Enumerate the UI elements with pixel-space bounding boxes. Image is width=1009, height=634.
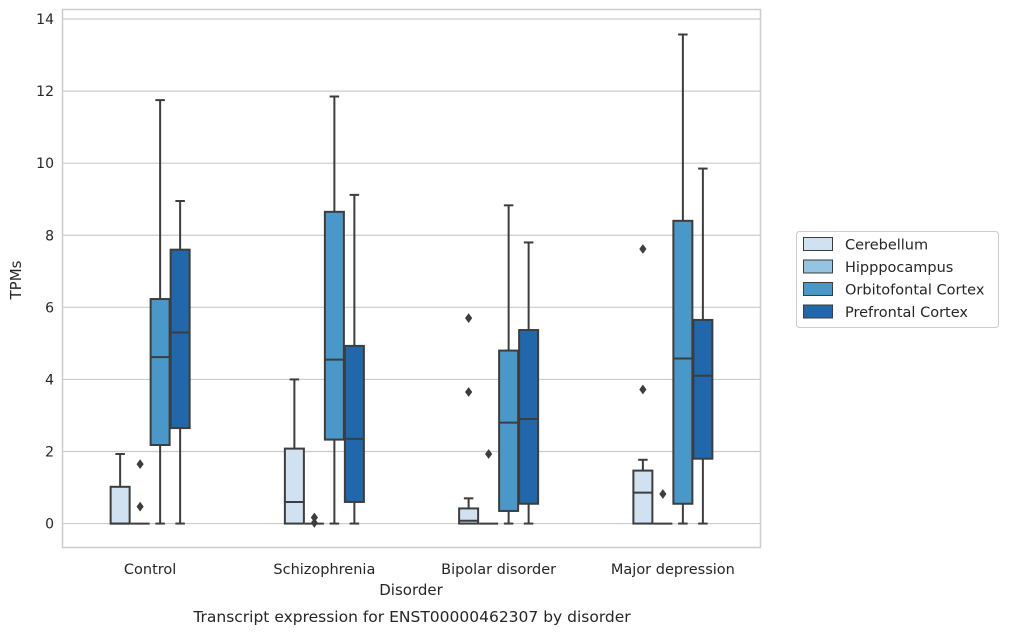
box-body bbox=[692, 318, 714, 460]
y-tick-label: 2 bbox=[45, 444, 54, 460]
y-tick-label: 12 bbox=[36, 84, 54, 100]
chart-caption: Transcript expression for ENST0000046230… bbox=[192, 608, 631, 626]
outlier-point bbox=[310, 517, 318, 528]
box-plot bbox=[458, 313, 480, 525]
box-body bbox=[498, 349, 520, 512]
legend-swatch bbox=[803, 237, 833, 251]
outlier-point bbox=[639, 244, 647, 254]
box-plot bbox=[692, 167, 714, 525]
box-plot bbox=[672, 33, 694, 525]
y-tick-label: 14 bbox=[36, 12, 54, 28]
x-tick-label: Major depression bbox=[611, 562, 735, 578]
box-body bbox=[323, 210, 345, 441]
box-plot bbox=[498, 204, 520, 525]
x-tick-label: Control bbox=[124, 562, 176, 578]
box-plot bbox=[130, 459, 150, 525]
box-plot bbox=[109, 453, 131, 525]
y-tick-label: 6 bbox=[45, 300, 54, 316]
legend-frame bbox=[796, 231, 999, 328]
box-body bbox=[169, 248, 191, 430]
legend-label: Hipppocampus bbox=[845, 260, 953, 276]
legend-swatch bbox=[803, 259, 833, 274]
outlier-point bbox=[310, 512, 318, 523]
box-plot bbox=[343, 193, 365, 525]
box-body bbox=[109, 485, 131, 525]
box-plot bbox=[479, 449, 499, 525]
legend-swatch bbox=[803, 282, 833, 296]
plot-frame bbox=[61, 8, 762, 549]
box-body bbox=[283, 447, 305, 525]
x-tick-labels: Control Schizophrenia Bipolar disorder Majo… bbox=[124, 562, 735, 578]
y-tick-label: 8 bbox=[45, 228, 54, 244]
legend-swatch bbox=[803, 304, 833, 319]
outlier-point bbox=[136, 459, 144, 469]
box-body bbox=[518, 329, 540, 505]
box-body bbox=[632, 469, 654, 525]
outlier-point bbox=[639, 384, 647, 395]
box-body bbox=[343, 344, 365, 503]
x-axis-label: Disorder bbox=[379, 581, 443, 599]
legend-label: Orbitofontal Cortex bbox=[845, 283, 985, 299]
outlier-point bbox=[485, 449, 493, 459]
box-plot bbox=[169, 200, 191, 525]
outlier-point bbox=[659, 489, 667, 499]
box-plot bbox=[518, 241, 540, 525]
legend: Cerebellum Hipppocampus Orbitofontal Corte… bbox=[796, 231, 999, 328]
y-tick-label: 0 bbox=[45, 517, 54, 533]
box-body bbox=[672, 219, 694, 505]
outlier-point bbox=[136, 501, 144, 512]
y-axis-label: TPMs bbox=[7, 260, 25, 300]
box-plot bbox=[283, 378, 305, 525]
y-tick-label: 4 bbox=[45, 372, 54, 388]
box-plot bbox=[632, 244, 654, 525]
box-plot bbox=[323, 95, 345, 525]
box-plot-series bbox=[109, 33, 714, 528]
x-tick-label: Bipolar disorder bbox=[441, 562, 556, 578]
grid-lines bbox=[63, 18, 760, 525]
legend-label: Prefrontal Cortex bbox=[845, 305, 968, 321]
y-tick-labels: 0 2 4 6 8 10 12 14 bbox=[36, 12, 54, 533]
outlier-point bbox=[465, 313, 473, 324]
box-plot bbox=[304, 512, 324, 528]
box-body bbox=[149, 298, 171, 447]
y-tick-label: 10 bbox=[36, 156, 54, 172]
x-tick-label: Schizophrenia bbox=[273, 562, 375, 578]
legend-label: Cerebellum bbox=[845, 238, 928, 254]
box-plot bbox=[653, 489, 673, 525]
outlier-point bbox=[465, 387, 473, 397]
